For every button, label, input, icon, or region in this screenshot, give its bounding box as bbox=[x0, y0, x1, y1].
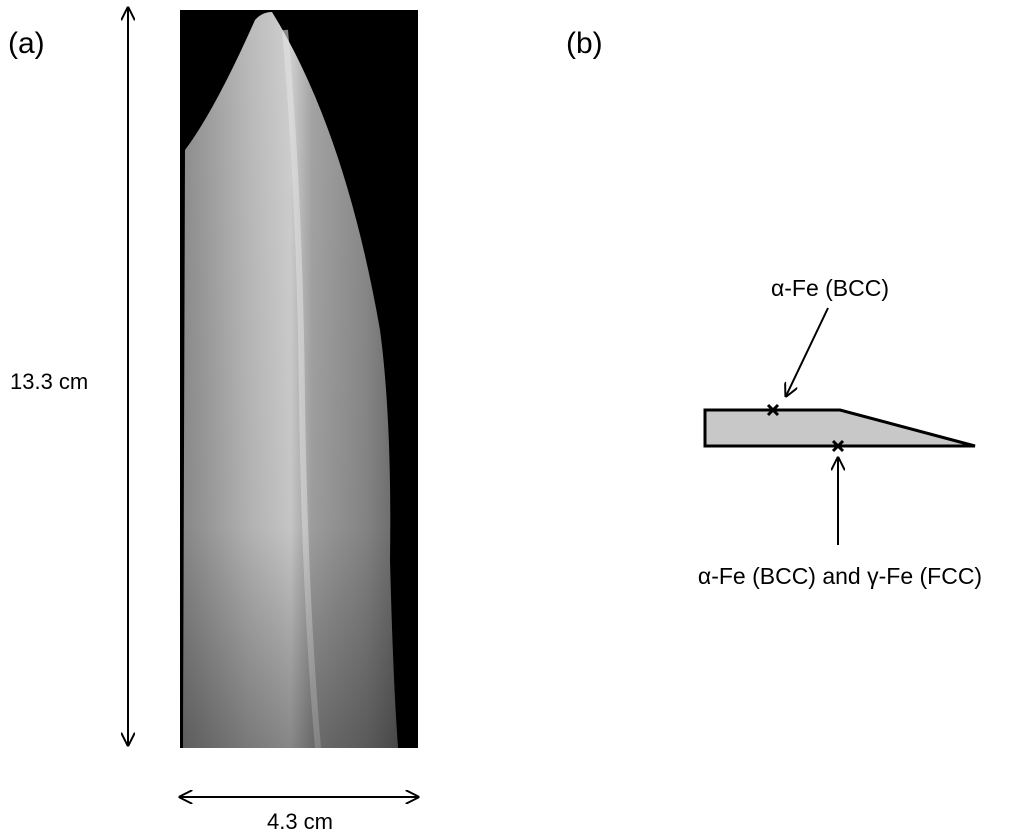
pointer-arrow bbox=[786, 308, 828, 396]
panel-label: (a) bbox=[8, 27, 45, 60]
width-label: 4.3 cm bbox=[267, 809, 333, 834]
panel-label: (b) bbox=[566, 27, 603, 60]
phase-label: α-Fe (BCC) bbox=[771, 275, 889, 301]
height-label: 13.3 cm bbox=[10, 369, 88, 394]
figure: (a) 13.3 cm 4.3 cm (b) α-Fe (BCC) α-Fe (… bbox=[0, 0, 1031, 836]
phase-label: α-Fe (BCC) and γ-Fe (FCC) bbox=[698, 563, 982, 589]
cross-section bbox=[705, 410, 975, 446]
